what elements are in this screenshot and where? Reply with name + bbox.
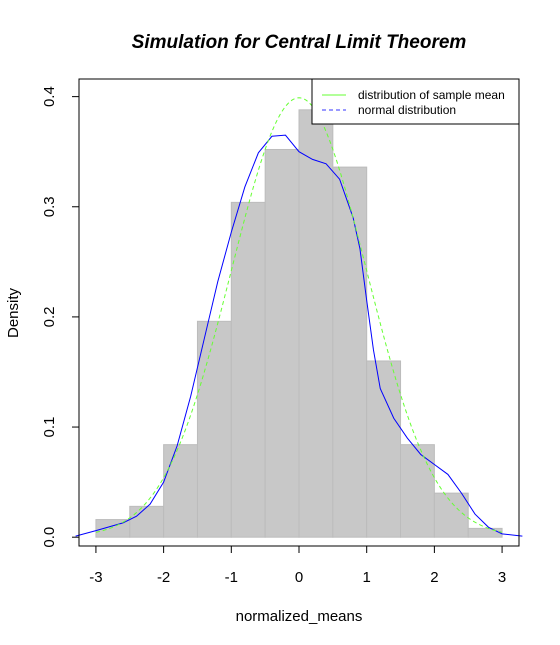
legend-box — [311, 78, 520, 125]
x-tick-label: 3 — [498, 569, 506, 586]
histogram-bar — [264, 148, 300, 538]
histogram-bar — [366, 360, 402, 538]
density-curves — [75, 97, 523, 537]
x-axis-label: normalized_means — [236, 608, 363, 625]
y-tick-label: 0.3 — [41, 196, 58, 217]
x-tick-label: 1 — [363, 569, 371, 586]
y-tick-label: 0.1 — [41, 417, 58, 438]
x-tick-label: -2 — [157, 569, 170, 586]
y-axis-label: Density — [5, 287, 22, 338]
histogram-bars — [95, 109, 503, 538]
y-tick-label: 0.2 — [41, 306, 58, 327]
x-tick-label: -3 — [89, 569, 102, 586]
x-tick-label: 0 — [295, 569, 303, 586]
legend-label: distribution of sample mean — [358, 88, 505, 102]
histogram-bar — [230, 201, 266, 538]
histogram-bar — [163, 444, 198, 538]
chart-title: Simulation for Central Limit Theorem — [132, 32, 467, 53]
histogram-bar — [400, 444, 435, 538]
x-tick-label: 2 — [430, 569, 438, 586]
y-tick-label: 0.0 — [41, 527, 58, 548]
histogram-bar — [129, 505, 165, 538]
normal-density-line — [95, 97, 503, 533]
histogram-bar — [332, 166, 368, 538]
y-tick-label: 0.4 — [41, 86, 58, 107]
y-axis: 0.0 0.1 0.2 0.3 0.4 — [41, 86, 80, 548]
histogram-bar — [433, 492, 469, 538]
histogram-bar — [298, 109, 334, 538]
legend-label: normal distribution — [358, 103, 456, 117]
histogram-bar — [467, 527, 503, 538]
histogram-bar — [196, 320, 232, 538]
x-tick-label: -1 — [225, 569, 238, 586]
x-axis: -3 -2 -1 0 1 2 3 — [89, 545, 506, 586]
